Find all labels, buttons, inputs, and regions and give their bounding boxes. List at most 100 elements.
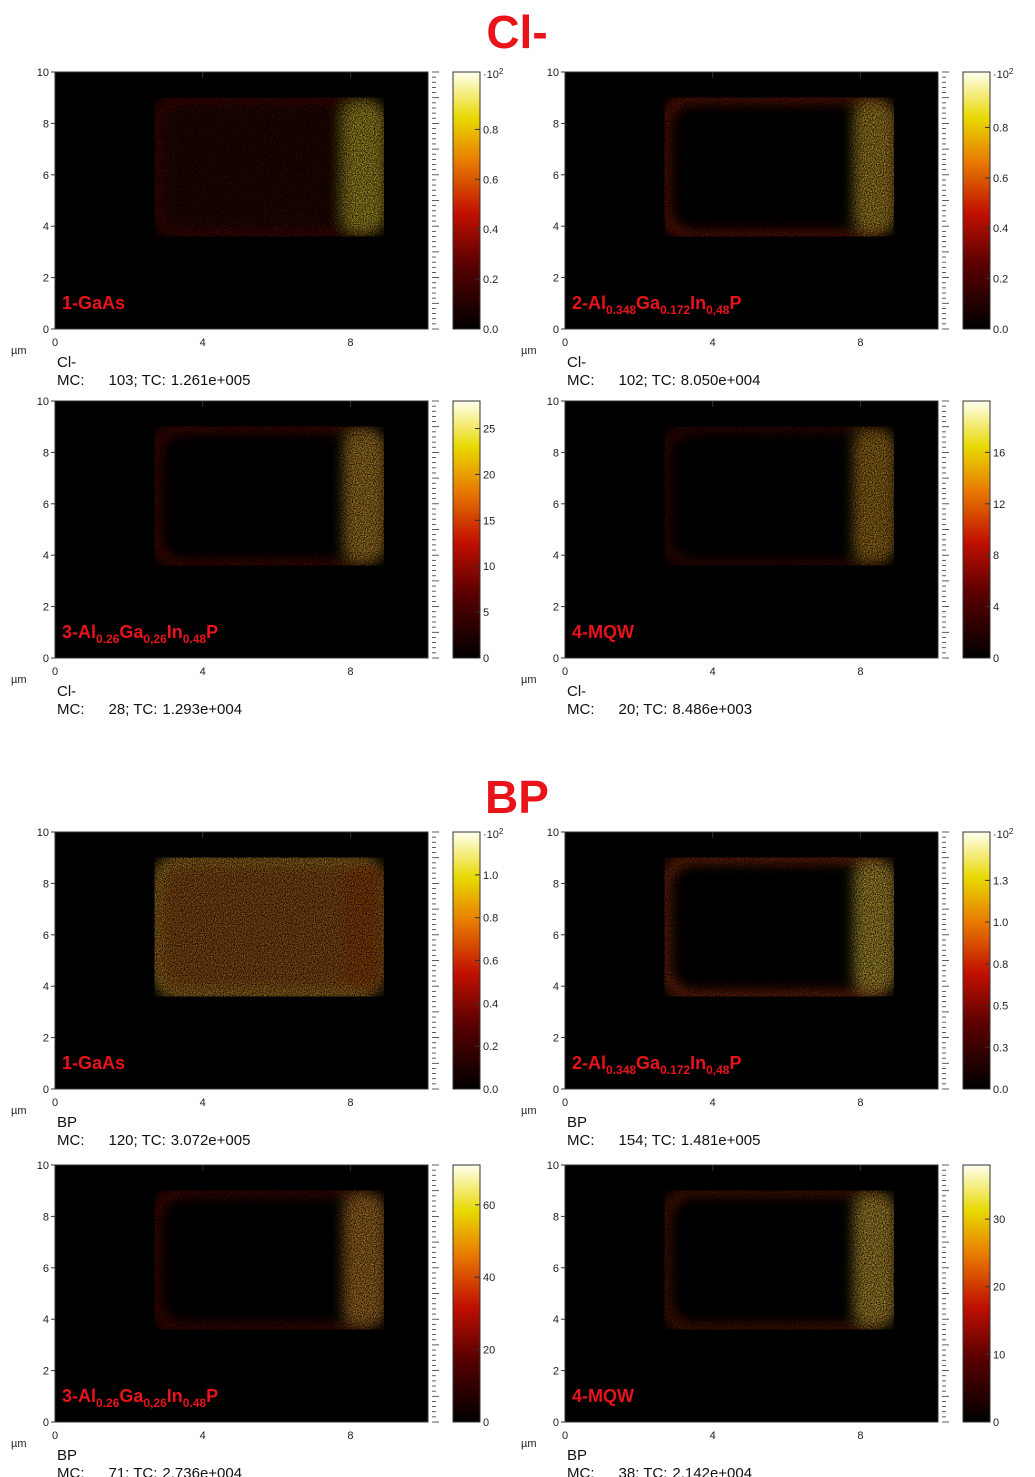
plot-frame <box>54 1164 429 1423</box>
mc-label: MC: <box>57 372 85 389</box>
y-tick-label: 0 <box>43 324 49 336</box>
colorbar-tick-label: 1.0 <box>993 917 1008 929</box>
label-part: 0.172 <box>660 1063 690 1077</box>
label-part: 0.26 <box>96 632 120 646</box>
colorbar-tick-label: 0.4 <box>483 224 498 236</box>
tc: 8.050e+004 <box>681 372 761 389</box>
tc-label: ; TC: <box>635 1465 667 1477</box>
y-tick-label: 6 <box>43 499 49 511</box>
x-tick-label: 8 <box>347 337 353 349</box>
axis-unit: µm <box>521 1105 537 1117</box>
colorbar-tick-label: 0.6 <box>993 173 1008 185</box>
panel: 0 4 80246810µm1-GaAs0.00.20.40.60.8·102Cl-… <box>11 67 504 389</box>
y-tick-label: 10 <box>547 396 559 408</box>
tc: 2.736e+004 <box>162 1465 242 1477</box>
heatmap <box>658 91 900 243</box>
y-tick-label: 4 <box>553 221 559 233</box>
colorbar-tick-label: 0.5 <box>993 1001 1008 1013</box>
label-part: 0,26 <box>143 1396 167 1410</box>
mc: 103 <box>109 372 134 389</box>
heatmap-glow <box>658 420 900 572</box>
label-part: 3-Al <box>62 622 96 642</box>
x-tick-label: 0 <box>562 1430 568 1442</box>
y-tick-label: 10 <box>37 396 49 408</box>
colorbar-tick-label: 10 <box>993 1349 1005 1361</box>
tc-label: ; TC: <box>125 701 157 718</box>
y-tick-label: 10 <box>547 1160 559 1172</box>
scale-base: ·10 <box>483 829 499 841</box>
y-tick-label: 10 <box>547 67 559 79</box>
colorbar <box>962 831 991 1090</box>
x-tick-label: 8 <box>857 1430 863 1442</box>
colorbar <box>962 1164 991 1423</box>
y-tick-label: 8 <box>553 878 559 890</box>
heatmap-edge <box>853 102 894 232</box>
x-tick-label: 0 <box>52 337 58 349</box>
colorbar-tick-label: 0.3 <box>993 1042 1008 1054</box>
tc-label: ; TC: <box>134 1132 166 1149</box>
colorbar-tick-label: 0.2 <box>993 274 1008 286</box>
scale-exp: 2 <box>499 827 504 836</box>
counts: MC: 103; TC: 1.261e+005 <box>57 372 250 389</box>
panel-label: 4-MQW <box>572 622 634 642</box>
y-tick-label: 0 <box>43 653 49 665</box>
heatmap-edge <box>343 1195 384 1325</box>
scale-base: ·10 <box>483 69 499 81</box>
tc-label: ; TC: <box>644 1132 676 1149</box>
colorbar-tick-label: 0.0 <box>483 1084 498 1096</box>
axis-unit: µm <box>521 1438 537 1450</box>
colorbar-tick-label: 20 <box>483 469 495 481</box>
mc: 20 <box>619 701 636 718</box>
label-part: 0.26 <box>96 1396 120 1410</box>
counts: MC: 154; TC: 1.481e+005 <box>567 1132 760 1149</box>
scale-base: ·10 <box>993 829 1009 841</box>
colorbar-tick-label: 1.3 <box>993 875 1008 887</box>
heatmap <box>148 420 390 572</box>
panel: 0 4 8 0 2 4 6 8 10 µm 2-Al0.348Ga0.172In0,48P 0.0 0.… <box>521 67 1014 389</box>
panel-label: 2-Al0.348Ga0.172In0,48P <box>572 293 741 317</box>
x-tick-label: 4 <box>710 1097 716 1109</box>
colorbar-tick-label: 60 <box>483 1200 495 1212</box>
heatmap <box>658 851 900 1003</box>
colorbar-tick-label: 20 <box>483 1345 495 1357</box>
heatmap-edge <box>343 431 384 561</box>
panel: 0 4 8 0 2 4 6 8 10 µm 4-MQW 0 4 8 12 16 Cl-MC: 20; TC: 8.4… <box>521 396 1005 718</box>
colorbar <box>452 400 481 659</box>
colorbar <box>452 71 481 330</box>
label-part: 1-GaAs <box>62 1053 125 1073</box>
colorbar-scale: ·102 <box>993 827 1014 841</box>
colorbar-tick-label: 0.4 <box>993 223 1008 235</box>
tc-label: ; TC: <box>635 701 667 718</box>
x-tick-label: 4 <box>710 1430 716 1442</box>
colorbar-tick-label: 16 <box>993 447 1005 459</box>
plot-frame <box>54 400 429 659</box>
tc: 1.293e+004 <box>162 701 242 718</box>
label-part: P <box>729 293 741 313</box>
tc: 8.486e+003 <box>672 701 752 718</box>
x-tick-label: 4 <box>200 1430 206 1442</box>
panel-label: 3-Al0.26Ga0,26In0.48P <box>62 622 218 646</box>
y-tick-label: 4 <box>43 1314 49 1326</box>
heatmap-edge <box>853 862 894 992</box>
plot-frame <box>564 400 939 659</box>
counts: MC: 20; TC: 8.486e+003 <box>567 701 752 718</box>
mc-label: MC: <box>567 1465 595 1477</box>
y-tick-label: 2 <box>43 602 49 614</box>
colorbar-tick-label: 8 <box>993 550 999 562</box>
scale-exp: 2 <box>1009 827 1014 836</box>
scale-exp: 2 <box>499 67 504 76</box>
colorbar-tick-label: 0.2 <box>483 274 498 286</box>
x-tick-label: 0 <box>52 1430 58 1442</box>
heatmap <box>658 1184 900 1336</box>
axis-unit: µm <box>11 1438 27 1450</box>
mc: 38 <box>619 1465 636 1477</box>
species: Cl- <box>57 683 76 700</box>
counts: MC: 120; TC: 3.072e+005 <box>57 1132 250 1149</box>
label-part: 0.48 <box>183 632 207 646</box>
x-tick-label: 4 <box>710 337 716 349</box>
tc: 1.261e+005 <box>171 372 251 389</box>
heatmap-edge <box>853 1195 894 1325</box>
label-part: 0.348 <box>606 303 636 317</box>
